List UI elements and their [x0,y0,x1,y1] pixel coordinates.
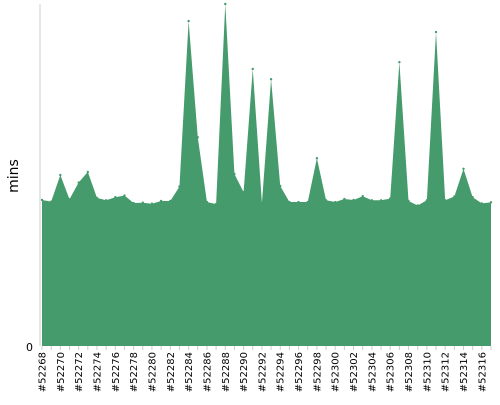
x-tick-label: #52270 [56,352,67,392]
data-point-52284 [187,19,190,23]
data-point-52305 [379,199,383,202]
x-tick-label: #52300 [331,352,342,392]
data-point-52314 [462,167,465,171]
data-point-52269 [49,200,53,203]
data-point-52299 [324,199,328,202]
data-point-52275 [104,199,108,202]
data-point-52288 [224,2,227,6]
data-point-52298 [315,157,319,160]
data-point-52292 [260,201,264,205]
data-point-52295 [288,200,291,204]
data-point-52286 [205,200,209,204]
data-point-52276 [114,196,117,199]
x-tick-label: #52298 [312,352,323,392]
data-point-52304 [370,199,374,202]
x-tick-label: #52272 [74,352,85,392]
data-point-52303 [361,195,364,198]
y-axis-label: mins [6,159,22,193]
data-point-52315 [471,196,474,199]
x-tick-label: #52286 [202,352,213,392]
data-point-52316 [480,202,484,205]
x-tick-label: #52284 [184,352,195,392]
data-point-52291 [251,67,254,71]
data-point-52296 [297,200,300,204]
data-point-52279 [141,201,144,204]
x-tick-label: #52296 [294,352,305,392]
data-point-52287 [214,202,218,206]
x-tick-label: #52278 [129,352,140,392]
data-point-52270 [59,173,62,177]
x-tick-label: #52290 [239,352,250,392]
data-point-52290 [242,190,245,194]
data-point-52312 [443,199,447,202]
x-tick-label: #52288 [221,352,232,392]
area-series [42,4,491,346]
data-point-52283 [178,185,181,188]
x-tick-label: #52316 [477,352,488,392]
data-point-52278 [132,201,135,205]
data-point-52285 [196,136,199,139]
x-tick-label: #52310 [422,352,433,392]
x-tick-label: #52304 [367,352,378,392]
data-point-52280 [150,202,154,205]
data-point-52317 [489,201,493,204]
data-point-52274 [95,196,99,200]
data-point-52313 [453,195,456,198]
data-point-52281 [159,199,163,203]
x-tick-label: #52276 [111,352,122,392]
x-tick-label: #52282 [166,352,177,392]
data-point-52289 [233,172,236,176]
data-point-52306 [389,197,392,200]
data-point-52297 [306,200,309,204]
data-point-52271 [68,198,71,201]
x-tick-layer: #52268 #52270 #52272 #52274 #52276 #52278 #522… [38,346,492,392]
data-point-52309 [416,204,419,207]
area-layer [40,2,493,346]
data-point-52307 [398,60,401,64]
data-point-52273 [86,170,90,174]
data-point-52300 [334,200,337,204]
x-tick-label: #52312 [441,352,452,392]
x-tick-label: #52308 [404,352,415,392]
data-point-52308 [407,199,410,203]
y-tick-label: 0 [26,341,33,354]
x-tick-label: #52306 [386,352,397,392]
data-point-52294 [279,184,282,188]
y-tick-layer: 0 [26,341,33,354]
data-point-52302 [352,198,355,202]
x-tick-label: #52292 [257,352,268,392]
data-point-52311 [434,30,438,34]
data-point-52268 [40,198,44,202]
data-point-52277 [123,194,126,197]
data-point-52282 [169,199,172,203]
x-tick-label: #52280 [147,352,158,392]
x-tick-label: #52294 [276,352,287,392]
data-point-52310 [425,199,429,202]
x-tick-label: #52302 [349,352,360,392]
data-point-52272 [77,181,80,184]
x-tick-label: #52274 [92,352,103,392]
x-tick-label: #52268 [38,352,49,392]
data-point-52301 [343,197,346,201]
x-tick-label: #52314 [459,352,470,392]
data-point-52293 [269,78,273,81]
